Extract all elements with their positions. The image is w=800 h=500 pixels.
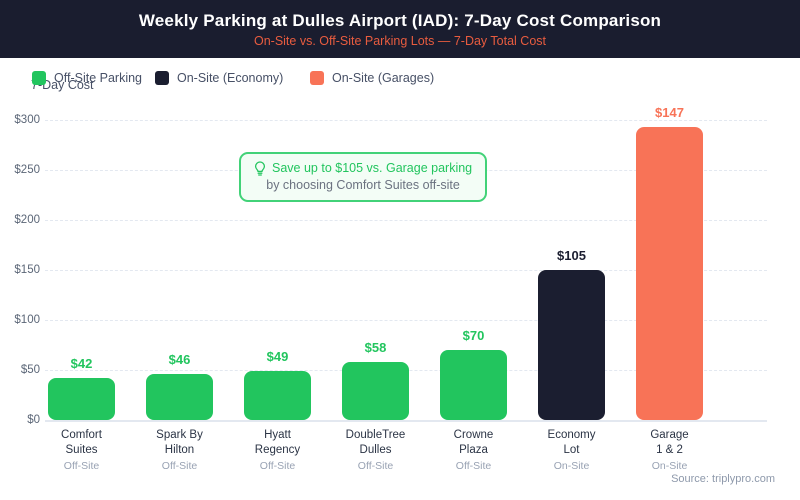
x-axis-label: DoubleTree Dulles Off-Site: [327, 428, 425, 474]
bar-category-name: Spark By: [156, 429, 203, 441]
gridline: [45, 120, 767, 121]
lightbulb-icon: [254, 161, 266, 176]
x-axis-label: Crowne Plaza Off-Site: [425, 428, 523, 474]
bar-value-label: $58: [364, 340, 387, 355]
chart-subtitle: On-Site vs. Off-Site Parking Lots — 7-Da…: [253, 33, 546, 48]
bar-economy-lot[interactable]: [538, 270, 605, 420]
legend-label: On-Site (Garages): [332, 71, 435, 85]
source-credit: Source: triplypro.com: [671, 473, 775, 485]
x-axis-label: Hyatt Regency Off-Site: [229, 428, 327, 474]
x-axis-line: [45, 420, 767, 422]
gridline: [45, 270, 767, 271]
bar-category-name: Hyatt: [264, 429, 291, 441]
legend-item-onsite-economy[interactable]: On-Site (Economy): [155, 71, 283, 85]
bar-value-label: $42: [70, 356, 93, 371]
bar-site-type: Off-Site: [161, 460, 198, 472]
bar-category-name: Comfort: [61, 429, 102, 441]
legend-item-offsite[interactable]: Off-Site Parking: [32, 71, 142, 85]
y-tick-label: $250: [14, 164, 40, 176]
bar-value-label: $46: [168, 352, 191, 367]
bar-value-label: $105: [557, 248, 586, 263]
chart-header: Weekly Parking at Dulles Airport (IAD): …: [0, 0, 800, 58]
y-tick-label: $200: [14, 214, 40, 226]
bar-doubletree-dulles[interactable]: [342, 362, 409, 420]
x-axis-label: Economy Lot On-Site: [523, 428, 621, 474]
x-axis-label: Garage 1 & 2 On-Site: [621, 428, 719, 474]
bar-crowne-plaza[interactable]: [440, 350, 507, 420]
bar-category-name: Crowne: [453, 429, 494, 441]
x-axis-label: Comfort Suites Off-Site: [33, 428, 131, 474]
legend-swatch-economy-icon: [155, 71, 169, 85]
bar-site-type: Off-Site: [63, 460, 100, 472]
legend: Off-Site Parking On-Site (Economy) On-Si…: [0, 71, 800, 89]
bar-site-type: On-Site: [651, 460, 688, 472]
legend-label: On-Site (Economy): [177, 71, 284, 85]
legend-swatch-garages-icon: [310, 71, 324, 85]
bar-site-type: Off-Site: [455, 460, 492, 472]
savings-callout-line1: Save up to $105 vs. Garage parking: [254, 160, 472, 177]
bar-site-type: Off-Site: [357, 460, 394, 472]
gridline: [45, 320, 767, 321]
bar-category-name: Hilton: [164, 444, 195, 456]
bar-comfort-suites[interactable]: [48, 378, 115, 420]
y-tick-label: $300: [14, 114, 40, 126]
bar-category-name: Plaza: [459, 444, 488, 456]
bar-category-name: Lot: [563, 444, 580, 456]
chart-title: Weekly Parking at Dulles Airport (IAD): …: [138, 10, 662, 30]
bar-hyatt-regency[interactable]: [244, 371, 311, 420]
bar-spark-by-hilton[interactable]: [146, 374, 213, 420]
y-axis-title: 7-Day Cost: [31, 78, 94, 92]
bar-category-name: 1 & 2: [656, 444, 683, 456]
legend-swatch-offsite-icon: [32, 71, 46, 85]
savings-callout-line2: by choosing Comfort Suites off-site: [266, 178, 460, 192]
bar-value-label: $147: [655, 105, 684, 120]
x-axis-label: Spark By Hilton Off-Site: [131, 428, 229, 474]
bar-value-label: $49: [266, 349, 289, 364]
bar-category-name: Garage: [650, 429, 689, 441]
bar-category-name: Economy: [547, 429, 596, 441]
bar-category-name: Suites: [65, 444, 98, 456]
y-tick-label: $100: [14, 314, 40, 326]
legend-item-onsite-garages[interactable]: On-Site (Garages): [310, 71, 434, 85]
bar-category-name: Dulles: [359, 444, 392, 456]
gridline: [45, 220, 767, 221]
y-tick-label: $150: [14, 264, 40, 276]
bar-value-label: $70: [462, 328, 485, 343]
y-tick-label: $0: [27, 414, 40, 426]
bar-garage-1-2[interactable]: [636, 127, 703, 420]
legend-label: Off-Site Parking: [54, 71, 143, 85]
bar-category-name: Regency: [254, 444, 301, 456]
bar-site-type: Off-Site: [259, 460, 296, 472]
savings-callout: Save up to $105 vs. Garage parking by ch…: [239, 152, 488, 202]
bar-site-type: On-Site: [553, 460, 590, 472]
bar-category-name: DoubleTree: [345, 429, 406, 441]
y-tick-label: $50: [20, 364, 40, 376]
